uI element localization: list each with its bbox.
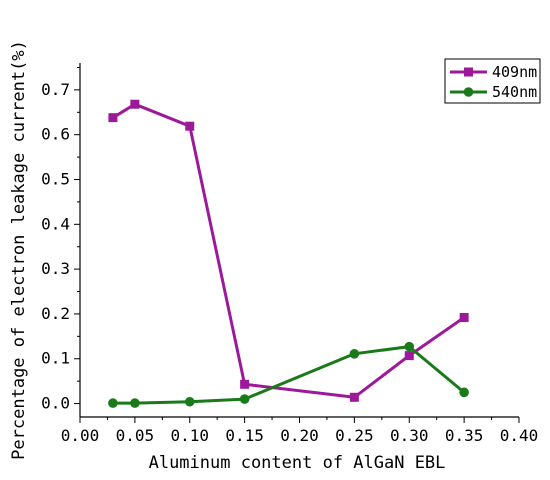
x-tick-label: 0.25 bbox=[335, 426, 374, 445]
legend-box bbox=[444, 58, 541, 104]
data-point bbox=[404, 341, 415, 352]
data-point bbox=[108, 113, 118, 123]
data-point bbox=[108, 398, 118, 408]
y-tick-label: 0.2 bbox=[41, 304, 70, 323]
y-tick-label: 0.4 bbox=[41, 214, 70, 233]
x-tick-label: 0.15 bbox=[225, 426, 264, 445]
x-tick-label: 0.20 bbox=[280, 426, 319, 445]
data-point bbox=[240, 379, 250, 389]
data-point bbox=[239, 394, 250, 404]
x-tick-label: 0.30 bbox=[390, 426, 429, 445]
legend-label: 409nm bbox=[492, 63, 537, 81]
data-point bbox=[459, 313, 469, 323]
data-point bbox=[130, 99, 140, 109]
y-tick-label: 0.7 bbox=[41, 80, 70, 99]
data-point bbox=[184, 396, 195, 407]
x-tick-label: 0.40 bbox=[500, 426, 539, 445]
x-axis-label: Aluminum content of AlGaN EBL bbox=[149, 453, 446, 473]
data-point bbox=[349, 392, 359, 402]
data-point bbox=[185, 121, 195, 131]
x-tick-label: 0.10 bbox=[170, 426, 209, 445]
x-tick-label: 0.05 bbox=[116, 426, 155, 445]
series-409nm bbox=[108, 99, 469, 402]
series-layer bbox=[108, 99, 469, 408]
legend: 409nm 540nm bbox=[444, 58, 541, 104]
y-tick-label: 0.3 bbox=[41, 259, 70, 278]
legend-label: 540nm bbox=[492, 83, 537, 101]
y-tick-label: 0.6 bbox=[41, 125, 70, 144]
data-point bbox=[404, 351, 414, 361]
x-tick-label: 0.00 bbox=[61, 426, 100, 445]
axes: 0.00 0.05 0.10 0.15 0.20 0.25 0.30 0.35 0.40 0.0 0… bbox=[41, 63, 538, 445]
y-tick-label: 0.5 bbox=[41, 170, 70, 189]
x-tick-label: 0.35 bbox=[445, 426, 484, 445]
y-axis-label: Percentage of electron leakage current(%… bbox=[9, 40, 29, 460]
series-540nm bbox=[108, 341, 469, 408]
y-tick-label: 0.0 bbox=[41, 394, 70, 413]
data-point bbox=[349, 349, 360, 359]
legend-marker bbox=[464, 67, 473, 77]
y-tick-label: 0.1 bbox=[41, 349, 70, 368]
data-point bbox=[130, 398, 140, 408]
legend-marker bbox=[463, 87, 474, 97]
data-point bbox=[459, 387, 469, 398]
